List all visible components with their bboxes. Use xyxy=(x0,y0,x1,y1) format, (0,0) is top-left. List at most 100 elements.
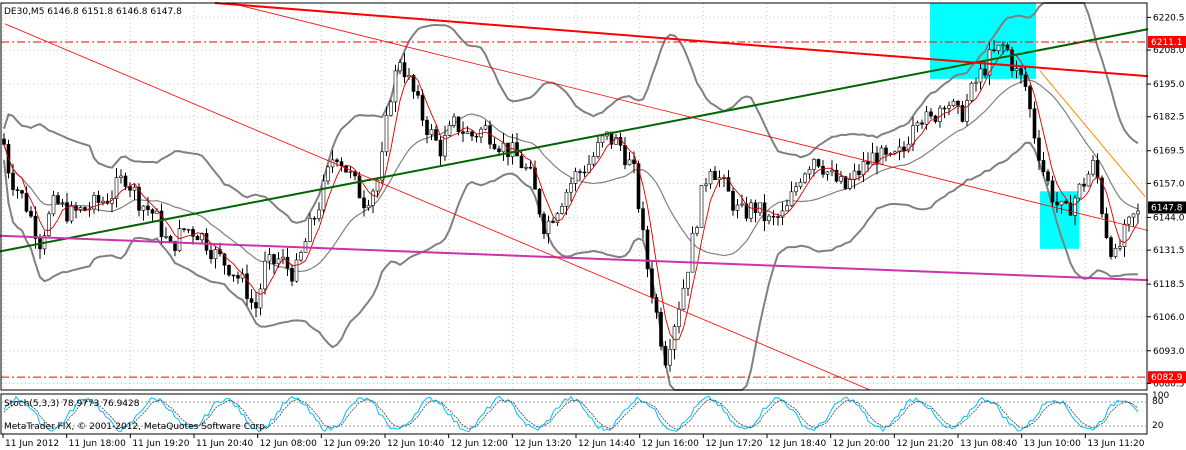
candle-body xyxy=(524,166,528,169)
x-tick-label: 13 Jun 11:20 xyxy=(1087,439,1144,449)
candle-body xyxy=(992,49,996,52)
bollinger-middle xyxy=(3,79,1139,273)
bollinger-upper xyxy=(3,2,1139,224)
candle-body xyxy=(389,101,393,116)
candle-body xyxy=(411,75,416,92)
stoch-plot-frame xyxy=(0,393,1148,435)
candle-body xyxy=(1118,246,1122,249)
x-tick-label: 12 Jun 13:20 xyxy=(514,439,571,449)
stoch-axis-100: 100 xyxy=(1152,391,1169,401)
candle-body xyxy=(537,188,542,215)
candle-body xyxy=(803,173,807,183)
candle-body xyxy=(1050,180,1055,203)
candle-body xyxy=(1127,216,1131,225)
y-tick-label: 6182.5 xyxy=(1153,113,1185,123)
candle-body xyxy=(794,186,798,193)
candle-body xyxy=(848,179,852,189)
candle-body xyxy=(663,345,668,366)
candle-body xyxy=(164,236,168,238)
candle-body xyxy=(272,254,276,264)
candle-body xyxy=(1055,201,1059,206)
candle-body xyxy=(870,152,875,165)
candle-body xyxy=(834,169,839,182)
candle-body xyxy=(1086,173,1091,187)
copyright-text: MetaTrader FIX, © 2001-2012, MetaQuotes … xyxy=(4,422,268,432)
candle-body xyxy=(767,215,771,222)
candle-body xyxy=(956,100,960,106)
candle-body xyxy=(731,190,735,211)
candle-body xyxy=(591,156,596,165)
candle-body xyxy=(897,146,902,153)
candle-body xyxy=(2,138,6,145)
stochastic-oscillator xyxy=(1,395,1147,433)
candle-body xyxy=(843,176,848,189)
main-plot-frame xyxy=(0,2,1148,391)
candle-body xyxy=(1001,44,1005,47)
level-badge-label: 6082.9 xyxy=(1151,373,1183,383)
candle-body xyxy=(317,209,321,219)
trendline-orange xyxy=(1039,70,1146,197)
candle-body xyxy=(951,100,956,107)
candle-body xyxy=(825,171,830,175)
y-tick-label: 6195.0 xyxy=(1153,80,1185,90)
highlight-boxes xyxy=(930,3,1079,249)
x-tick-label: 12 Jun 08:00 xyxy=(260,439,317,449)
candle-body xyxy=(29,210,33,217)
symbol-header: DE30,M5 6146.8 6151.8 6146.8 6147.8 xyxy=(4,7,182,17)
candle-body xyxy=(1122,223,1127,247)
candle-body xyxy=(776,216,780,218)
candle-body xyxy=(330,159,335,168)
x-tick-label: 12 Jun 12:00 xyxy=(451,439,508,449)
y-tick-label: 6220.5 xyxy=(1153,13,1185,23)
candle-body xyxy=(510,142,515,158)
candle-body xyxy=(141,205,146,211)
candle-body xyxy=(920,122,924,125)
candle-body xyxy=(362,197,366,209)
candle-body xyxy=(929,111,933,117)
candle-body xyxy=(465,131,470,134)
candle-body xyxy=(600,135,605,144)
moving-average xyxy=(3,47,1139,341)
candle-body xyxy=(285,256,290,269)
candle-body xyxy=(839,176,843,182)
trendlines xyxy=(0,2,1149,391)
x-tick-label: 11 Jun 20:40 xyxy=(196,439,253,449)
candle-body xyxy=(812,159,816,170)
candle-body xyxy=(744,203,749,219)
candle-body xyxy=(96,195,101,203)
bollinger-bands xyxy=(3,2,1139,391)
candle-body xyxy=(528,166,533,169)
candle-body xyxy=(636,163,641,210)
current-price-badge xyxy=(1148,201,1186,214)
stoch-level-20: 20 xyxy=(1152,421,1164,431)
candle-body xyxy=(623,145,627,166)
candle-body xyxy=(213,249,218,260)
candle-body xyxy=(641,208,645,231)
candle-body xyxy=(785,205,789,212)
candle-body xyxy=(861,161,866,175)
candle-body xyxy=(1091,160,1095,175)
candle-body xyxy=(420,95,425,121)
candle-body xyxy=(573,171,578,184)
candle-body xyxy=(789,191,794,206)
candle-body xyxy=(1077,183,1082,199)
candle-body xyxy=(11,172,15,190)
level-badge xyxy=(1148,35,1186,48)
candle-body xyxy=(708,171,713,185)
candle-body xyxy=(249,298,254,303)
candle-body xyxy=(483,125,488,130)
candle-body xyxy=(690,232,695,273)
candle-body xyxy=(915,122,920,127)
candle-body xyxy=(645,229,650,270)
price-badges: 6211.1 6082.9 6147.8 xyxy=(1148,35,1186,384)
candle-body xyxy=(1131,213,1136,218)
y-tick-label: 6080.5 xyxy=(1153,379,1185,389)
candle-body xyxy=(852,170,857,180)
candle-body xyxy=(627,159,632,166)
candle-body xyxy=(816,159,821,167)
candle-body xyxy=(339,161,344,167)
y-tick-label: 6157.0 xyxy=(1153,179,1185,189)
y-tick-label: 6208.0 xyxy=(1153,46,1185,56)
candle-body xyxy=(686,271,690,289)
